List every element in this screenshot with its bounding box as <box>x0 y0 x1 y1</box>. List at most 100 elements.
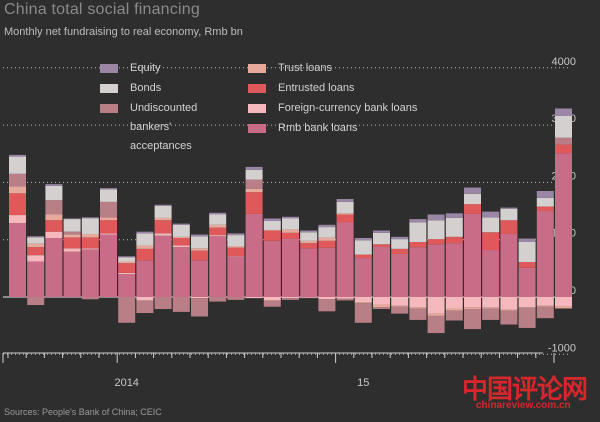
bar-2015-11-rmb-bank-loans <box>518 267 536 297</box>
bar-2014-09-equity <box>263 218 281 221</box>
bar-2015-05-rmb-bank-loans <box>409 247 427 297</box>
bar-2014-05-undiscounted-bankers-acceptances <box>191 298 208 317</box>
bar-2014-02-bonds <box>136 233 154 246</box>
bar-2014-02-undiscounted-bankers-acceptances <box>136 300 154 314</box>
bar-2015-10-bonds <box>500 208 518 221</box>
bar-2013-12-foreign-currency-bank-loans <box>100 233 117 235</box>
bar-2016-01-equity <box>555 108 572 116</box>
bar-2014-11-foreign-currency-bank-loans <box>300 297 318 298</box>
bar-2013-12-equity <box>100 188 117 190</box>
bar-2014-11-equity <box>300 230 318 233</box>
bar-2014-01-trust-loans <box>118 261 136 264</box>
bar-2015-08-rmb-bank-loans <box>464 213 481 297</box>
bar-2015-06-bonds <box>427 220 445 240</box>
bar-2015-06-undiscounted-bankers-acceptances <box>427 315 445 334</box>
bar-2014-04-trust-loans <box>172 236 190 238</box>
bar-2014-01-undiscounted-bankers-acceptances <box>118 297 136 323</box>
bar-2015-11-undiscounted-bankers-acceptances <box>518 307 536 328</box>
bar-2013-09-foreign-currency-bank-loans <box>45 231 63 238</box>
bar-2014-04-rmb-bank-loans <box>172 247 190 297</box>
bar-2014-10-undiscounted-bankers-acceptances <box>282 298 299 300</box>
x-tick-label-2014: 2014 <box>114 377 138 389</box>
bar-2013-09-undiscounted-bankers-acceptances <box>45 200 63 215</box>
bar-2015-05-equity <box>409 219 427 223</box>
bar-2015-05-foreign-currency-bank-loans <box>409 297 427 308</box>
bar-2015-02-foreign-currency-bank-loans <box>354 297 372 303</box>
bar-2013-12-entrusted-loans <box>100 220 117 234</box>
legend-swatch-entrusted-loans <box>248 84 266 93</box>
bar-2014-02-foreign-currency-bank-loans <box>136 297 154 301</box>
bar-2013-07-bonds <box>9 156 26 174</box>
bar-2014-10-equity <box>282 216 299 219</box>
bar-2014-08-rmb-bank-loans <box>245 213 263 297</box>
bar-2014-12-entrusted-loans <box>318 240 336 248</box>
bar-2015-09-undiscounted-bankers-acceptances <box>482 308 500 320</box>
bar-2014-03-foreign-currency-bank-loans <box>154 233 172 236</box>
bar-2016-01-rmb-bank-loans <box>555 153 572 297</box>
watermark-url: chinareview.com.cn <box>476 400 571 411</box>
bar-2013-11-bonds <box>81 218 99 234</box>
bar-2013-09-bonds <box>45 185 63 201</box>
bar-2014-11-bonds <box>300 232 318 241</box>
bar-2015-01-bonds <box>336 201 354 214</box>
bar-2013-08-foreign-currency-bank-loans <box>27 255 45 262</box>
bar-2014-03-bonds <box>154 205 172 218</box>
bar-2016-01-bonds <box>555 115 572 138</box>
bar-2013-11-entrusted-loans <box>81 237 99 249</box>
bar-2013-08-equity <box>27 236 45 238</box>
bar-2014-03-entrusted-loans <box>154 220 172 234</box>
bar-2013-08-undiscounted-bankers-acceptances <box>27 297 45 306</box>
bar-2015-07-entrusted-loans <box>445 236 463 244</box>
bar-2013-10-entrusted-loans <box>63 237 81 249</box>
bar-2014-12-rmb-bank-loans <box>318 247 336 297</box>
bar-2015-07-bonds <box>445 217 463 237</box>
bar-2015-01-entrusted-loans <box>336 214 354 223</box>
bar-2016-01-entrusted-loans <box>555 144 572 154</box>
bar-2013-11-equity <box>81 217 99 219</box>
bar-2015-04-undiscounted-bankers-acceptances <box>391 306 409 314</box>
bar-2014-09-entrusted-loans <box>263 230 281 241</box>
bar-2014-01-entrusted-loans <box>118 263 136 273</box>
bar-2013-11-trust-loans <box>81 233 99 238</box>
bar-2015-12-entrusted-loans <box>536 206 554 212</box>
bar-2014-02-trust-loans <box>136 245 154 249</box>
bar-2015-10-equity <box>500 207 518 209</box>
bar-2015-04-bonds <box>391 239 409 249</box>
bar-2014-06-undiscounted-bankers-acceptances <box>209 297 227 302</box>
bar-2014-05-foreign-currency-bank-loans <box>191 297 208 299</box>
bar-2015-11-trust-loans <box>518 307 536 308</box>
bar-2014-01-foreign-currency-bank-loans <box>118 272 136 275</box>
bar-2015-07-trust-loans <box>445 308 463 311</box>
watermark-chinese-text: 中国评论网 <box>462 375 588 405</box>
legend-item-foreign-currency-bank-loans: Foreign-currency bank loans <box>248 101 417 116</box>
bar-2014-05-rmb-bank-loans <box>191 260 208 297</box>
bar-2015-10-trust-loans <box>500 309 518 311</box>
bar-2013-07-foreign-currency-bank-loans <box>9 215 26 224</box>
bar-2014-12-foreign-currency-bank-loans <box>318 297 336 300</box>
bar-2015-01-undiscounted-bankers-acceptances <box>336 298 354 301</box>
bar-2015-03-bonds <box>373 232 390 245</box>
bar-2015-10-undiscounted-bankers-acceptances <box>500 310 518 325</box>
bar-2015-09-foreign-currency-bank-loans <box>482 297 500 308</box>
bar-2014-01-rmb-bank-loans <box>118 274 136 297</box>
bar-2013-09-trust-loans <box>45 214 63 221</box>
bar-2015-01-foreign-currency-bank-loans <box>336 297 354 299</box>
bar-2014-01-equity <box>118 256 136 258</box>
bar-2014-07-rmb-bank-loans <box>227 256 245 297</box>
bar-2014-04-entrusted-loans <box>172 237 190 246</box>
legend-swatch-undiscounted-bankers-acceptances <box>100 104 118 113</box>
bar-2013-10-bonds <box>63 219 81 232</box>
bar-2015-11-equity <box>518 238 536 242</box>
bar-2015-08-undiscounted-bankers-acceptances <box>464 309 481 330</box>
legend-label-trust-loans: Trust loans <box>278 62 333 74</box>
bar-2014-11-undiscounted-bankers-acceptances <box>300 297 318 299</box>
bar-2015-04-trust-loans <box>391 305 409 307</box>
bar-2014-03-undiscounted-bankers-acceptances <box>154 297 172 310</box>
bar-2014-06-trust-loans <box>209 224 227 228</box>
bar-2015-04-equity <box>391 236 409 240</box>
bar-2014-11-trust-loans <box>300 240 318 244</box>
bar-2014-07-undiscounted-bankers-acceptances <box>227 297 245 300</box>
bar-2014-04-undiscounted-bankers-acceptances <box>172 297 190 312</box>
bar-2014-04-bonds <box>172 224 190 237</box>
